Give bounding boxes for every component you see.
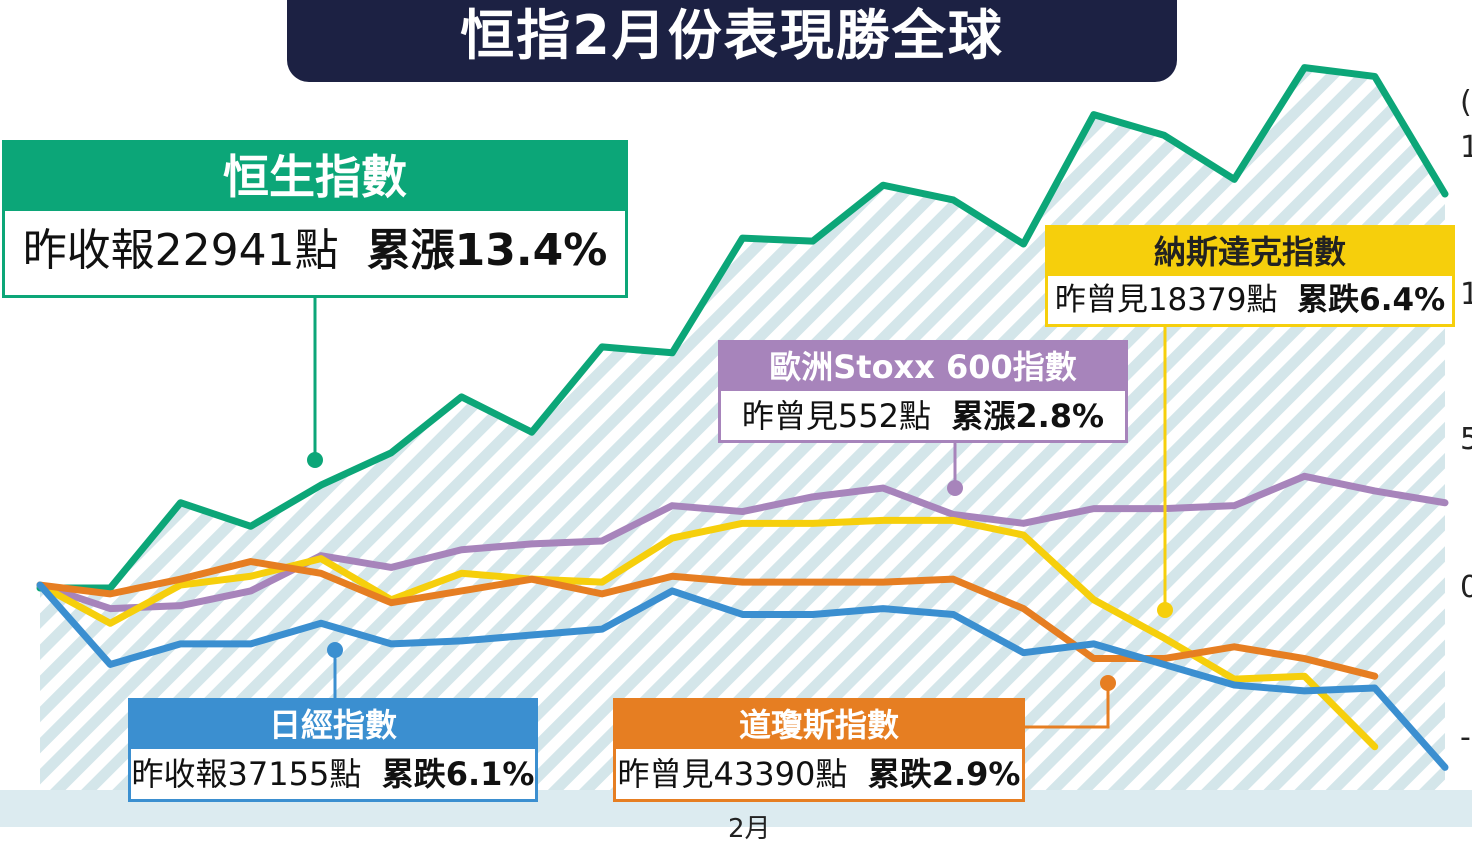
series-line xyxy=(36,64,1449,592)
y-tick: 10 xyxy=(1460,277,1472,312)
nasdaq-label-change: 累跌6.4% xyxy=(1297,282,1446,318)
page-title: 恒指2月份表現勝全球 xyxy=(287,0,1177,82)
series-line xyxy=(36,581,1449,771)
dow-label-text: 昨曾見43390點 xyxy=(617,755,848,793)
y-axis-unit: (%) xyxy=(1460,85,1472,120)
y-tick: 0 xyxy=(1460,570,1472,605)
y-tick: 5 xyxy=(1460,422,1472,457)
hsi-label-change: 累漲13.4% xyxy=(366,225,608,276)
nasdaq-label: 納斯達克指數 昨曾見18379點 累跌6.4% xyxy=(1045,225,1455,327)
hsi-label: 恒生指數 昨收報22941點 累漲13.4% xyxy=(2,140,628,298)
dow-label-change: 累跌2.9% xyxy=(867,755,1021,793)
nasdaq-label-name: 納斯達克指數 xyxy=(1048,228,1452,276)
y-tick: -5 xyxy=(1460,720,1472,755)
stoxx-label: 歐洲Stoxx 600指數 昨曾見552點 累漲2.8% xyxy=(718,340,1128,443)
nikkei-label-name: 日經指數 xyxy=(131,701,535,749)
series-line xyxy=(36,516,1379,751)
stoxx-label-change: 累漲2.8% xyxy=(951,397,1105,435)
pointer-dot xyxy=(327,642,343,658)
nikkei-label-change: 累跌6.1% xyxy=(381,755,535,793)
pointer-dot xyxy=(307,452,323,468)
pointer-dot xyxy=(1100,675,1116,691)
label-pointer xyxy=(1025,683,1110,729)
dow-label: 道瓊斯指數 昨曾見43390點 累跌2.9% xyxy=(613,698,1025,802)
nikkei-label: 日經指數 昨收報37155點 累跌6.1% xyxy=(128,698,538,802)
series-line xyxy=(36,472,1449,613)
nasdaq-label-text: 昨曾見18379點 xyxy=(1054,282,1278,318)
pointer-dot xyxy=(947,480,963,496)
hsi-label-text: 昨收報22941點 xyxy=(22,225,339,276)
hsi-label-name: 恒生指數 xyxy=(5,143,625,211)
nikkei-label-text: 昨收報37155點 xyxy=(131,755,362,793)
pointer-dot xyxy=(1157,602,1173,618)
dow-label-name: 道瓊斯指數 xyxy=(616,701,1022,749)
y-tick: 15 xyxy=(1460,130,1472,165)
stoxx-label-name: 歐洲Stoxx 600指數 xyxy=(721,343,1125,391)
stoxx-label-text: 昨曾見552點 xyxy=(741,397,931,435)
